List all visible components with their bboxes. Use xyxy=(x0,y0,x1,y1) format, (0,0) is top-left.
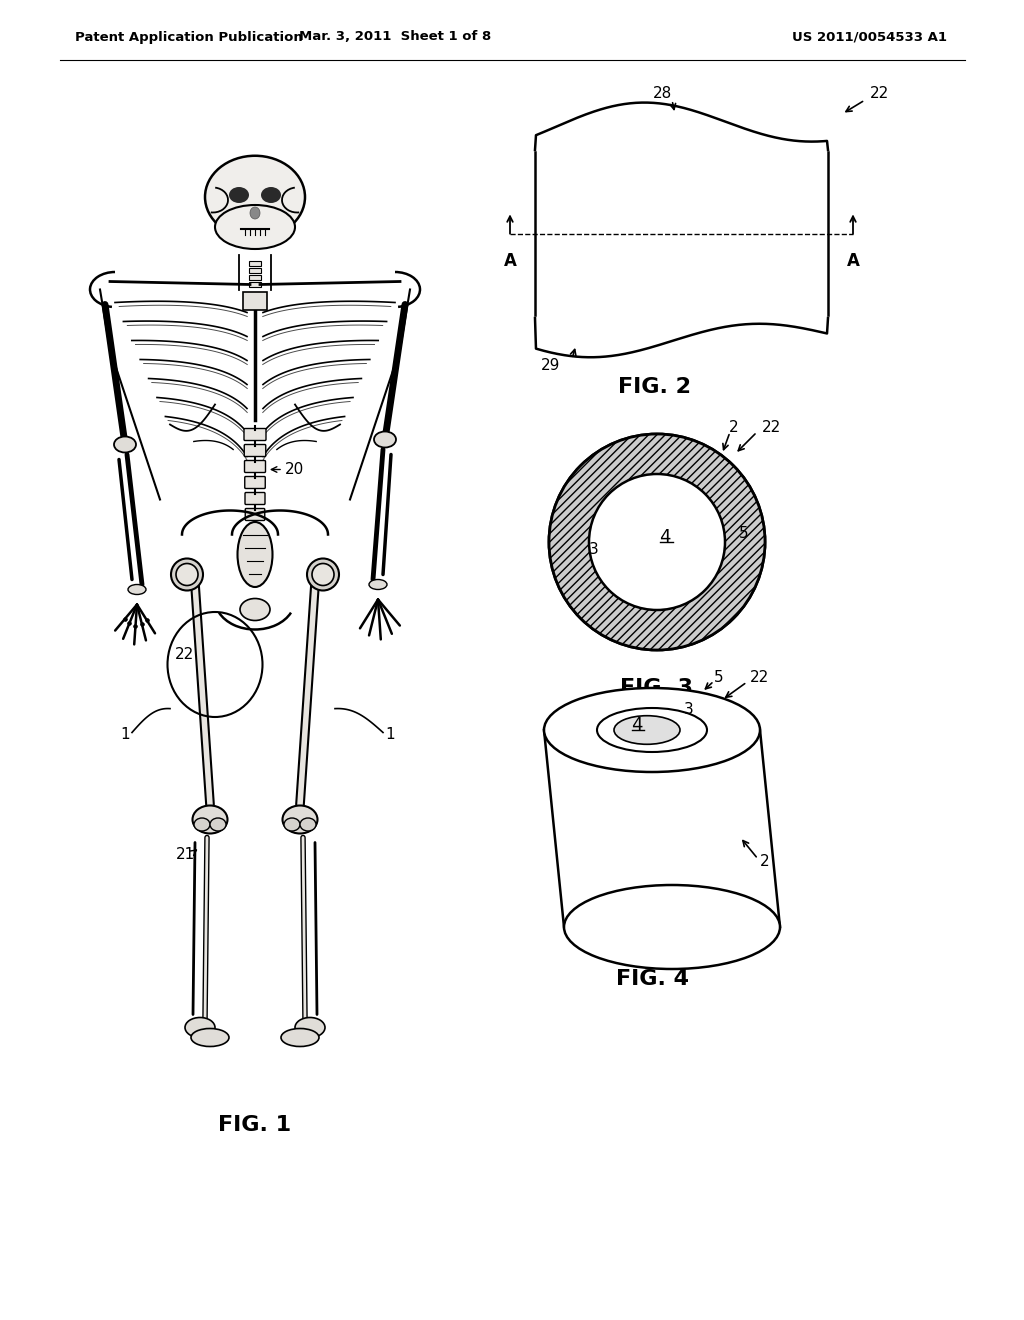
Ellipse shape xyxy=(178,565,196,583)
Ellipse shape xyxy=(185,1018,215,1038)
Text: FIG. 4: FIG. 4 xyxy=(615,969,688,989)
Text: FIG. 3: FIG. 3 xyxy=(621,678,693,698)
Ellipse shape xyxy=(614,715,680,744)
Ellipse shape xyxy=(564,884,780,969)
Ellipse shape xyxy=(171,558,203,590)
Text: 5: 5 xyxy=(714,671,724,685)
Bar xyxy=(243,292,267,309)
Bar xyxy=(249,275,261,280)
Text: 4: 4 xyxy=(659,528,671,546)
Text: 28: 28 xyxy=(652,87,672,102)
Ellipse shape xyxy=(314,565,332,583)
Ellipse shape xyxy=(261,187,281,203)
Ellipse shape xyxy=(205,156,305,238)
Text: 22: 22 xyxy=(175,647,195,663)
Ellipse shape xyxy=(544,688,760,772)
Wedge shape xyxy=(549,434,765,649)
Circle shape xyxy=(589,474,725,610)
Ellipse shape xyxy=(284,818,300,832)
FancyBboxPatch shape xyxy=(245,477,265,488)
Text: 2: 2 xyxy=(729,420,738,434)
Ellipse shape xyxy=(191,1028,229,1047)
FancyBboxPatch shape xyxy=(246,508,265,520)
Text: 3: 3 xyxy=(684,702,693,718)
Ellipse shape xyxy=(250,207,260,219)
Ellipse shape xyxy=(194,818,210,832)
Ellipse shape xyxy=(229,187,249,203)
FancyBboxPatch shape xyxy=(244,429,266,441)
Text: FIG. 1: FIG. 1 xyxy=(218,1115,292,1135)
Ellipse shape xyxy=(193,805,227,833)
Text: 22: 22 xyxy=(762,420,781,434)
Ellipse shape xyxy=(597,708,707,752)
Text: Mar. 3, 2011  Sheet 1 of 8: Mar. 3, 2011 Sheet 1 of 8 xyxy=(299,30,492,44)
Ellipse shape xyxy=(300,818,316,832)
Text: A: A xyxy=(504,252,516,269)
Text: 2: 2 xyxy=(760,854,770,870)
Bar xyxy=(249,281,261,286)
Ellipse shape xyxy=(369,579,387,590)
FancyBboxPatch shape xyxy=(245,461,265,473)
Ellipse shape xyxy=(215,205,295,249)
Ellipse shape xyxy=(283,805,317,833)
Text: 4: 4 xyxy=(631,715,643,734)
Text: 21: 21 xyxy=(176,847,195,862)
Ellipse shape xyxy=(114,437,136,453)
Ellipse shape xyxy=(307,558,339,590)
Text: 1: 1 xyxy=(385,727,394,742)
Ellipse shape xyxy=(312,564,334,586)
Bar xyxy=(249,260,261,265)
Text: A: A xyxy=(847,252,859,269)
Text: 5: 5 xyxy=(739,527,749,541)
Text: FIG. 2: FIG. 2 xyxy=(618,378,691,397)
Text: 20: 20 xyxy=(285,462,304,477)
Ellipse shape xyxy=(176,564,198,586)
Text: 22: 22 xyxy=(750,671,769,685)
Ellipse shape xyxy=(295,1018,325,1038)
Text: 3: 3 xyxy=(589,543,599,557)
Ellipse shape xyxy=(240,598,270,620)
Ellipse shape xyxy=(238,521,272,587)
Ellipse shape xyxy=(128,585,146,594)
Circle shape xyxy=(549,434,765,649)
Text: 29: 29 xyxy=(541,358,560,372)
Text: 22: 22 xyxy=(870,87,889,102)
Ellipse shape xyxy=(374,432,396,447)
Bar xyxy=(249,268,261,272)
Ellipse shape xyxy=(210,818,226,832)
Text: US 2011/0054533 A1: US 2011/0054533 A1 xyxy=(793,30,947,44)
FancyBboxPatch shape xyxy=(245,492,265,504)
Text: Patent Application Publication: Patent Application Publication xyxy=(75,30,303,44)
Text: 1: 1 xyxy=(120,727,130,742)
FancyBboxPatch shape xyxy=(245,445,266,457)
Ellipse shape xyxy=(281,1028,319,1047)
